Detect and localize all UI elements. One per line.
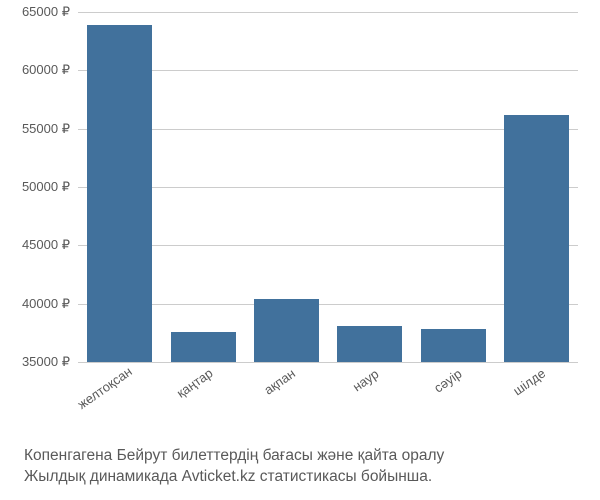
y-axis-tick-label: 50000 ₽ (22, 179, 78, 195)
bar (254, 299, 319, 362)
bar (171, 332, 236, 362)
y-axis-tick-label: 45000 ₽ (22, 237, 78, 253)
gridline (78, 362, 578, 363)
y-axis-tick-label: 60000 ₽ (22, 62, 78, 78)
chart-caption: Копенгагена Бейрут билеттердің бағасы жә… (24, 446, 600, 488)
plot-area: 35000 ₽40000 ₽45000 ₽50000 ₽55000 ₽60000… (78, 12, 578, 362)
y-axis-tick-label: 40000 ₽ (22, 296, 78, 312)
y-axis-tick-label: 65000 ₽ (22, 4, 78, 20)
gridline (78, 12, 578, 13)
bar (504, 115, 569, 362)
chart-container: 35000 ₽ 40000 ₽ 45000 ₽ 50000 ₽ 55000 ₽ 60000… (0, 0, 600, 500)
bar (337, 326, 402, 362)
bar (421, 329, 486, 362)
y-axis-tick-label: 35000 ₽ (22, 354, 78, 370)
gridline (78, 70, 578, 71)
caption-line-2: Жылдық динамикада Avticket.kz статистика… (24, 467, 600, 488)
bar (87, 25, 152, 362)
bar-chart: 35000 ₽ 40000 ₽ 45000 ₽ 50000 ₽ 55000 ₽ 60000… (0, 0, 600, 440)
y-axis-tick-label: 55000 ₽ (22, 121, 78, 137)
caption-line-1: Копенгагена Бейрут билеттердің бағасы жә… (24, 446, 600, 467)
